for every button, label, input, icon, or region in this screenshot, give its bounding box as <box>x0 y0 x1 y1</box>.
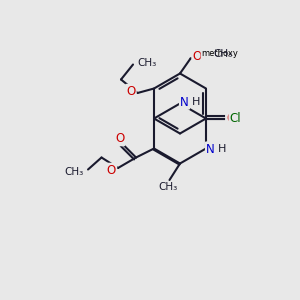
Text: CH₃: CH₃ <box>137 58 157 68</box>
Text: H: H <box>218 144 226 154</box>
Text: O: O <box>107 164 116 177</box>
Text: N: N <box>180 95 189 109</box>
Text: CH₃: CH₃ <box>158 182 178 192</box>
Text: O: O <box>115 132 124 145</box>
Text: H: H <box>191 97 200 107</box>
Text: O: O <box>226 112 236 125</box>
Text: methoxy: methoxy <box>202 50 238 58</box>
Text: N: N <box>206 142 215 156</box>
Text: CH₃: CH₃ <box>64 167 83 177</box>
Text: CH₃: CH₃ <box>213 49 232 59</box>
Text: O: O <box>193 50 202 64</box>
Text: Cl: Cl <box>230 112 241 125</box>
Text: O: O <box>126 85 136 98</box>
